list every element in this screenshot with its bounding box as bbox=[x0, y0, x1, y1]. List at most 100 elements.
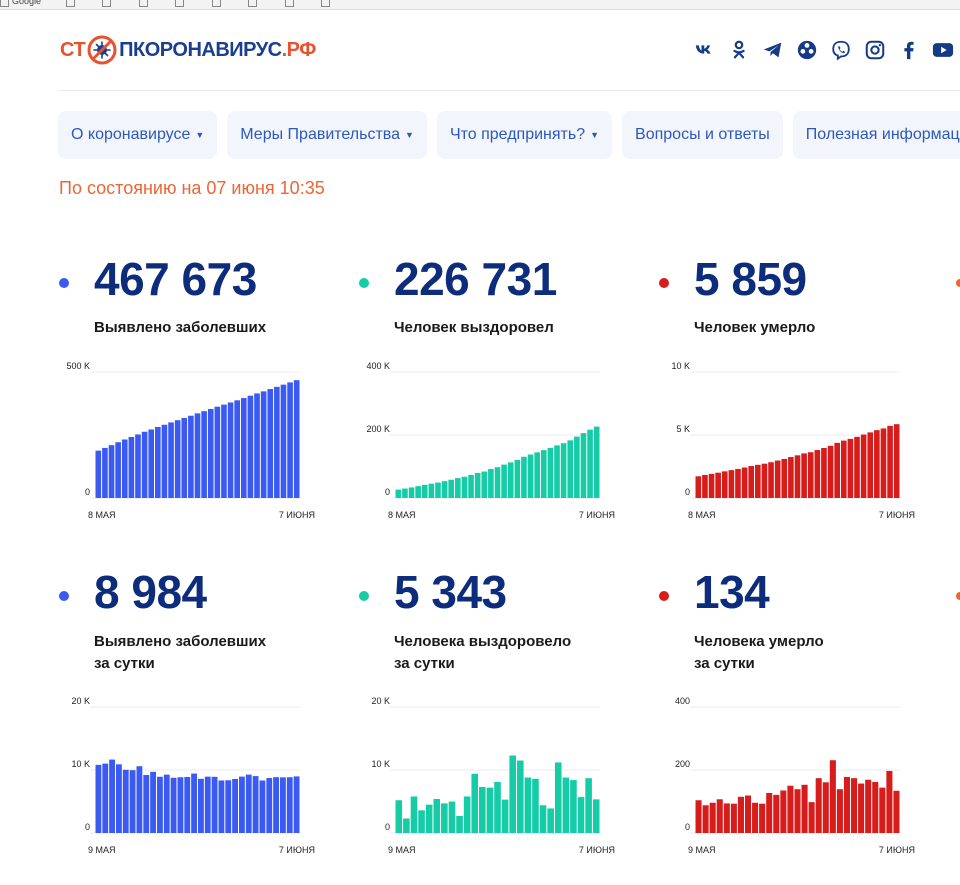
chart-bar bbox=[102, 447, 108, 498]
chart-bar bbox=[121, 439, 128, 498]
chart-bar bbox=[410, 796, 418, 833]
chart-bar bbox=[752, 802, 759, 833]
chart-bar bbox=[218, 780, 225, 833]
vk-icon[interactable] bbox=[693, 38, 717, 62]
chart-bar bbox=[266, 778, 273, 833]
chart-bar bbox=[836, 789, 843, 833]
odnoklassniki-icon[interactable] bbox=[727, 38, 751, 62]
y-tick-label: 400 bbox=[675, 696, 690, 706]
bookmark-item[interactable] bbox=[102, 0, 114, 7]
chart-bar bbox=[744, 795, 752, 833]
chart-bar bbox=[95, 764, 102, 833]
chart-bar bbox=[448, 479, 455, 498]
chart-bar bbox=[441, 481, 448, 498]
y-tick-label: 0 bbox=[85, 822, 90, 832]
bookmark-item[interactable]: Google bbox=[0, 0, 41, 7]
chart-bar bbox=[234, 400, 240, 498]
nav-item-label: Что предпринять? bbox=[449, 126, 586, 143]
stat-label: Выявлено заболевших bbox=[94, 633, 267, 650]
nav-item-government-measures[interactable]: Меры Правительства ▼ bbox=[227, 111, 427, 159]
stat-value: 5 859 bbox=[694, 253, 807, 305]
x-tick-label-start: 8 МАЯ bbox=[388, 510, 416, 520]
site-logo[interactable]: СТ ПКОРОНАВИРУС .РФ bbox=[60, 33, 316, 67]
chart-bar bbox=[592, 799, 600, 833]
chart-bar bbox=[494, 467, 501, 498]
viber-icon[interactable] bbox=[829, 38, 853, 62]
chart-bar bbox=[585, 778, 592, 833]
chart-bar bbox=[593, 426, 600, 498]
telegram-icon[interactable] bbox=[761, 38, 785, 62]
chart-bar bbox=[395, 489, 402, 498]
chart-bar bbox=[766, 792, 773, 833]
youtube-icon[interactable] bbox=[931, 38, 955, 62]
chart-bar bbox=[214, 406, 221, 498]
chart-bar bbox=[267, 389, 274, 498]
chart-bar bbox=[787, 785, 794, 833]
x-tick-label-end: 7 ИЮНЯ bbox=[579, 510, 615, 520]
chart-svg: 0 200 400 9 МАЯ 7 ИЮНЯ bbox=[675, 696, 915, 855]
chart-bar bbox=[136, 766, 143, 833]
y-tick-label: 200 bbox=[675, 759, 690, 769]
x-tick-label-start: 9 МАЯ bbox=[88, 845, 116, 855]
chart-bar bbox=[570, 780, 577, 833]
chart-svg: 0 500 K 8 МАЯ 7 ИЮНЯ bbox=[66, 361, 315, 520]
chart-bar bbox=[109, 759, 115, 833]
chart-bar bbox=[887, 425, 893, 498]
bookmark-item[interactable] bbox=[138, 0, 151, 7]
chart-bar bbox=[421, 484, 428, 498]
chart-bar bbox=[471, 773, 479, 833]
chart-bar bbox=[741, 467, 748, 498]
nav-item-label: Вопросы и ответы bbox=[635, 126, 770, 143]
chart-bar bbox=[723, 803, 730, 833]
chart-bar bbox=[293, 380, 300, 498]
logo-text-rf: .РФ bbox=[281, 38, 317, 61]
chart-bar bbox=[198, 778, 204, 833]
facebook-icon[interactable] bbox=[897, 38, 921, 62]
nav-item-about[interactable]: О коронавирусе ▼ bbox=[58, 111, 218, 159]
bookmark-item[interactable] bbox=[65, 0, 78, 7]
bookmark-item[interactable] bbox=[284, 0, 297, 7]
bookmark-item[interactable] bbox=[248, 0, 260, 7]
bookmark-item[interactable] bbox=[321, 0, 333, 7]
chart-bar bbox=[95, 450, 102, 498]
stat-label-period: за сутки bbox=[694, 655, 755, 672]
bookmark-item[interactable] bbox=[175, 0, 187, 7]
chart-bar bbox=[102, 763, 109, 833]
chart-deaths-total: 0 5 K 10 K 8 МАЯ 7 ИЮНЯ bbox=[660, 360, 915, 530]
chart-bar bbox=[761, 463, 768, 498]
teal-dot-icon bbox=[359, 278, 369, 288]
chart-bar bbox=[509, 755, 516, 833]
nav-item-useful-info[interactable]: Полезная информац bbox=[792, 111, 960, 159]
chart-bar bbox=[814, 450, 821, 498]
x-tick-label-end: 7 ИЮНЯ bbox=[279, 510, 315, 520]
virus-logo-icon bbox=[87, 35, 117, 65]
x-tick-label-end: 7 ИЮНЯ bbox=[879, 510, 915, 520]
x-tick-label-start: 8 МАЯ bbox=[688, 510, 716, 520]
y-tick-label: 0 bbox=[385, 487, 390, 497]
chart-bar bbox=[822, 782, 829, 833]
chart-bar bbox=[886, 770, 893, 833]
chart-bar bbox=[730, 803, 737, 833]
moi-mir-icon[interactable] bbox=[795, 38, 819, 62]
chart-bar bbox=[879, 787, 886, 833]
chart-bar bbox=[157, 776, 163, 833]
chart-bar bbox=[191, 773, 197, 833]
chart-bar bbox=[184, 776, 191, 833]
chart-bar bbox=[514, 459, 521, 498]
chart-bar bbox=[893, 424, 900, 498]
chart-bar bbox=[448, 801, 456, 833]
chart-bar bbox=[534, 452, 540, 498]
blue-dot-icon bbox=[59, 591, 69, 601]
nav-item-what-to-do[interactable]: Что предпринять? ▼ bbox=[436, 111, 613, 159]
chart-bar bbox=[474, 472, 481, 498]
chart-bar bbox=[141, 431, 148, 498]
bookmark-item[interactable] bbox=[211, 0, 224, 7]
chart-bar bbox=[521, 456, 527, 498]
y-tick-label: 200 K bbox=[366, 424, 390, 434]
nav-item-faq[interactable]: Вопросы и ответы bbox=[622, 111, 783, 159]
instagram-icon[interactable] bbox=[863, 38, 887, 62]
chart-bar bbox=[695, 476, 702, 498]
chart-bar bbox=[524, 777, 532, 833]
chart-bar bbox=[773, 794, 780, 833]
chart-bar bbox=[148, 429, 155, 498]
